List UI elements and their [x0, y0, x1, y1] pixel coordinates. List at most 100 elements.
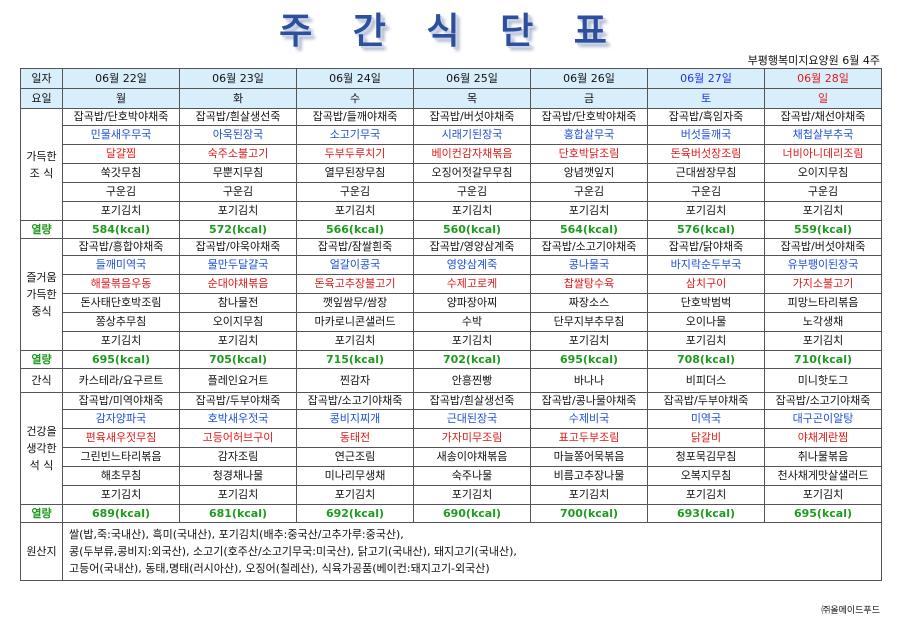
lunch-label-line: 중식 [31, 305, 52, 318]
dinner-side-6: 취나물볶음 [764, 447, 882, 467]
lunch-side2-3: 수박 [413, 312, 531, 332]
breakfast-kcal-2: 566(kcal) [296, 220, 414, 239]
breakfast-kcal-3: 560(kcal) [413, 220, 531, 239]
lunch-tops-0: 잡곡밥/흥합야채죽 [62, 238, 180, 256]
dinner-kimchi-1: 포기김치 [179, 485, 297, 505]
date-3: 06월 25일 [413, 68, 531, 89]
dinner-tops-6: 잡곡밥/소고기야채죽 [764, 392, 882, 410]
lunch-kimchi-1: 포기김치 [179, 331, 297, 351]
dinner-side-5: 청포묵김무침 [647, 447, 765, 467]
lunch-tops-6: 잡곡밥/버섯야채죽 [764, 238, 882, 256]
snack-item-1: 플레인요거트 [179, 368, 297, 393]
dinner-side2-4: 비름고추장나물 [530, 466, 648, 486]
breakfast-side-4: 앙념깻잎지 [530, 163, 648, 183]
lunch-kcal-3: 702(kcal) [413, 350, 531, 369]
lunch-side2-2: 마카로니콘샐러드 [296, 312, 414, 332]
menu-table: 일자 06월 22일 06월 23일 06월 24일 06월 25일 06월 26일 06월… [20, 68, 882, 581]
breakfast-main-0: 달걀찜 [62, 144, 180, 164]
breakfast-soup-5: 버섯들깨국 [647, 125, 765, 145]
dinner-label-line: 석 식 [29, 459, 54, 472]
breakfast-tops-4: 잡곡밥/단호박야채죽 [530, 108, 648, 126]
dinner-soup-1: 호박새우젓국 [179, 409, 297, 429]
lunch-side-1: 참나물전 [179, 293, 297, 313]
lunch-kimchi-4: 포기김치 [530, 331, 648, 351]
day-6: 일 [764, 88, 882, 109]
breakfast-gim-0: 구운김 [62, 182, 180, 202]
dinner-side2-1: 청경채나물 [179, 466, 297, 486]
breakfast-kcal-label: 열량 [20, 220, 63, 239]
dinner-kimchi-2: 포기김치 [296, 485, 414, 505]
lunch-main-0: 해물볶음우동 [62, 274, 180, 294]
lunch-kcal-label: 열량 [20, 350, 63, 369]
breakfast-soup-4: 홍합살무국 [530, 125, 648, 145]
lunch-main-6: 가지소불고기 [764, 274, 882, 294]
dinner-main-2: 동태전 [296, 428, 414, 448]
origin-line: 고등어(국내산), 동태,명태(러시아산), 오징어(칠레산), 식육가공품(베… [69, 562, 490, 575]
lunch-kimchi-5: 포기김치 [647, 331, 765, 351]
lunch-soup-1: 물만두달걀국 [179, 255, 297, 275]
snack-item-0: 카스테라/요구르트 [62, 368, 180, 393]
dinner-soup-5: 미역국 [647, 409, 765, 429]
snack-item-6: 미니핫도그 [764, 368, 882, 393]
dinner-kimchi-4: 포기김치 [530, 485, 648, 505]
breakfast-label-line: 가득한 [26, 149, 57, 163]
dinner-side2-3: 숙주나물 [413, 466, 531, 486]
breakfast-label-line: 조 식 [29, 166, 54, 180]
breakfast-tops-2: 잡곡밥/들깨야채죽 [296, 108, 414, 126]
breakfast-main-6: 너비아니데리조림 [764, 144, 882, 164]
lunch-side-3: 양파장아찌 [413, 293, 531, 313]
breakfast-gim-4: 구운김 [530, 182, 648, 202]
origin-label: 원산지 [20, 522, 63, 581]
lunch-side2-0: 쫑상추무침 [62, 312, 180, 332]
lunch-main-1: 순대야채볶음 [179, 274, 297, 294]
lunch-side-0: 돈사태단호박조림 [62, 293, 180, 313]
dinner-kimchi-5: 포기김치 [647, 485, 765, 505]
org-week-label: 부평행복미지요양원 6월 4주 [747, 54, 880, 67]
breakfast-main-2: 두부두루치기 [296, 144, 414, 164]
lunch-main-4: 찹쌀탕수육 [530, 274, 648, 294]
dinner-kcal-1: 681(kcal) [179, 504, 297, 523]
lunch-side2-6: 노각생채 [764, 312, 882, 332]
lunch-kcal-1: 705(kcal) [179, 350, 297, 369]
lunch-tops-1: 잡곡밥/야욱야채죽 [179, 238, 297, 256]
date-1: 06월 23일 [179, 68, 297, 89]
dinner-kimchi-6: 포기김치 [764, 485, 882, 505]
origin-line: 콩(두부류,콩비지:외국산), 소고기(호주산/소고기무국:미국산), 닭고기(… [69, 545, 517, 558]
lunch-tops-4: 잡곡밥/소고기야채죽 [530, 238, 648, 256]
dinner-side-4: 마늘쫑어묵볶음 [530, 447, 648, 467]
lunch-soup-5: 바지락순두부국 [647, 255, 765, 275]
breakfast-kcal-6: 559(kcal) [764, 220, 882, 239]
dinner-main-0: 편육새우젓무침 [62, 428, 180, 448]
breakfast-soup-1: 아욱된장국 [179, 125, 297, 145]
lunch-side2-5: 오이나물 [647, 312, 765, 332]
origin-text: 쌀(밥,죽:국내산), 흑미(국내산), 포기김치(배추:중국산/고추가루:중국… [62, 522, 882, 581]
dinner-kcal-3: 690(kcal) [413, 504, 531, 523]
dinner-soup-0: 감자양파국 [62, 409, 180, 429]
date-2: 06월 24일 [296, 68, 414, 89]
dinner-kcal-2: 692(kcal) [296, 504, 414, 523]
page-title: 주 간 식 단 표 [279, 11, 621, 52]
lunch-kcal-6: 710(kcal) [764, 350, 882, 369]
breakfast-tops-5: 잡곡밥/흑임자죽 [647, 108, 765, 126]
dinner-side-0: 그린빈느타리볶음 [62, 447, 180, 467]
breakfast-kcal-0: 584(kcal) [62, 220, 180, 239]
lunch-kcal-0: 695(kcal) [62, 350, 180, 369]
lunch-side-2: 깻잎쌈무/쌈장 [296, 293, 414, 313]
dinner-main-4: 표고두부조림 [530, 428, 648, 448]
dinner-tops-2: 잡곡밥/소고기야채죽 [296, 392, 414, 410]
breakfast-main-1: 숙주소불고기 [179, 144, 297, 164]
dinner-side2-2: 미나리무생채 [296, 466, 414, 486]
lunch-tops-5: 잡곡밥/닭야채죽 [647, 238, 765, 256]
dinner-tops-4: 잡곡밥/콩나물야채죽 [530, 392, 648, 410]
lunch-side-4: 짜장소스 [530, 293, 648, 313]
breakfast-kimchi-0: 포기김치 [62, 201, 180, 221]
snack-item-4: 바나나 [530, 368, 648, 393]
lunch-kimchi-0: 포기김치 [62, 331, 180, 351]
breakfast-kimchi-2: 포기김치 [296, 201, 414, 221]
lunch-main-3: 수제고로케 [413, 274, 531, 294]
breakfast-tops-6: 잡곡밥/채선야채죽 [764, 108, 882, 126]
breakfast-gim-1: 구운김 [179, 182, 297, 202]
snack-item-3: 안흥찐빵 [413, 368, 531, 393]
lunch-soup-0: 들깨미역국 [62, 255, 180, 275]
